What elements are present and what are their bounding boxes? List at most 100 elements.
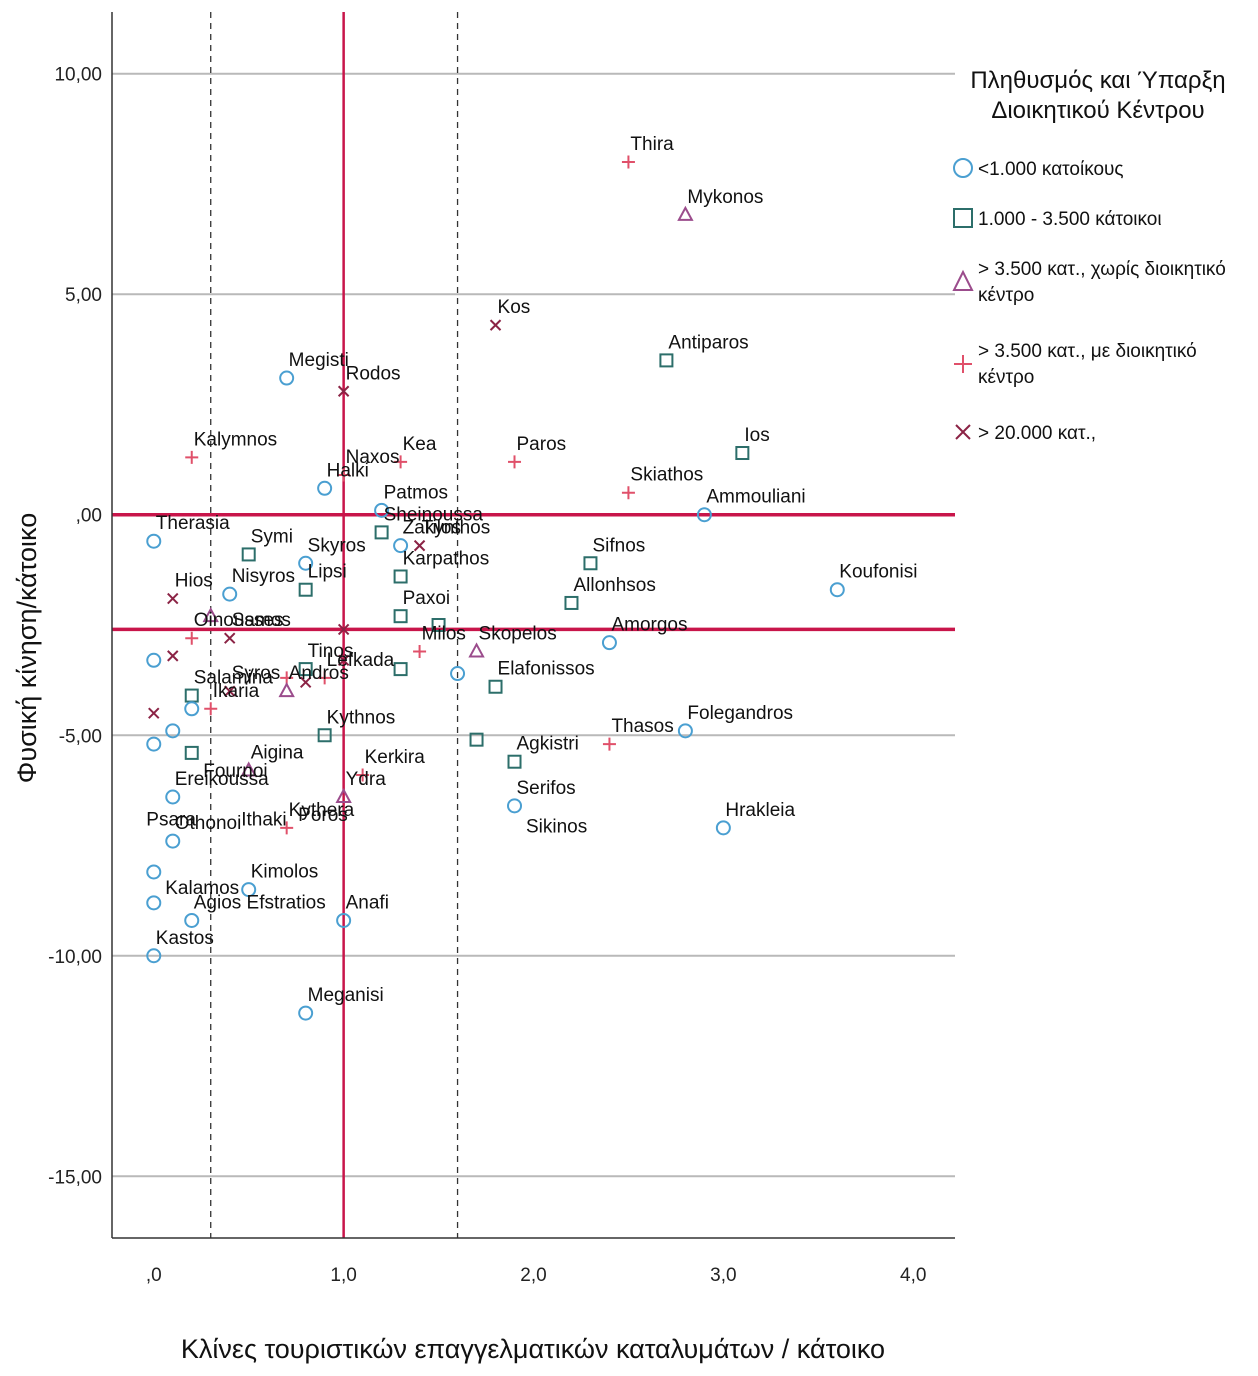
point-label: Milos <box>422 623 466 644</box>
x-tick-label: ,0 <box>146 1265 162 1286</box>
y-tick-label: -15,00 <box>48 1167 102 1188</box>
legend-marker-cross <box>955 424 971 440</box>
data-point-plus <box>508 455 522 469</box>
point-label: Antiparos <box>668 332 748 353</box>
point-label: Kalamos <box>165 878 239 899</box>
data-point-square <box>374 525 389 540</box>
data-point-circle <box>677 723 693 739</box>
y-tick-label: -10,00 <box>48 947 102 968</box>
data-point-circle <box>222 586 238 602</box>
data-point-square <box>659 353 674 368</box>
data-point-triangle <box>278 682 295 698</box>
point-label: Ithaki <box>241 810 286 831</box>
x-tick-label: 4,0 <box>900 1265 926 1286</box>
data-point-triangle <box>202 607 219 623</box>
data-point-square <box>184 745 199 760</box>
data-point-plus <box>280 821 294 835</box>
legend-entry-label: > 20.000 κατ., <box>978 423 1096 444</box>
point-label: Mykonos <box>687 187 763 208</box>
data-point-triangle <box>240 761 257 777</box>
legend-entry-label: κέντρο <box>978 367 1034 388</box>
data-point-square <box>393 609 408 624</box>
data-point-cross <box>337 385 350 397</box>
data-point-plus <box>621 155 635 169</box>
data-point-triangle <box>335 787 352 803</box>
point-label: Allonhsos <box>573 575 655 596</box>
data-point-plus <box>185 631 199 645</box>
data-point-square <box>564 595 579 610</box>
data-point-plus <box>394 455 408 469</box>
point-label: Elafonissos <box>498 659 595 680</box>
point-label: Patmos <box>384 482 448 503</box>
data-point-plus <box>621 486 635 500</box>
data-point-plus <box>185 450 199 464</box>
point-label: Kastos <box>156 928 214 949</box>
data-point-cross <box>337 623 350 636</box>
data-point-cross <box>148 707 160 719</box>
point-label: Tilos <box>422 518 461 539</box>
legend-marker-plus <box>954 355 972 373</box>
data-point-triangle <box>468 642 485 658</box>
data-point-square <box>298 582 313 597</box>
point-label: Ammouliani <box>706 487 805 508</box>
point-label: Meganisi <box>308 985 384 1006</box>
data-point-cross <box>224 685 236 697</box>
point-label: Salamina <box>194 668 274 689</box>
legend-entry-label: κέντρο <box>978 285 1034 306</box>
point-label: Skyros <box>308 535 366 556</box>
data-point-cross <box>337 654 350 666</box>
data-point-circle <box>393 538 409 554</box>
point-label: Syros <box>232 663 281 684</box>
data-point-cross <box>167 650 179 662</box>
point-label: Kerkira <box>365 747 426 768</box>
data-point-circle <box>146 948 162 964</box>
point-label: Hrakleia <box>725 800 795 821</box>
point-label: Naxos <box>346 447 400 468</box>
data-point-circle <box>184 912 200 928</box>
data-point-square <box>393 662 408 677</box>
data-point-circle <box>146 652 162 668</box>
legend-title-line: Διοικητικού Κέντρου <box>991 97 1204 124</box>
x-tick-label: 2,0 <box>520 1265 546 1286</box>
legend-entry-square: 1.000 - 3.500 κάτοικοι <box>953 208 1162 230</box>
point-label: Koufonisi <box>839 562 917 583</box>
legend-marker-circle <box>953 158 973 178</box>
data-point-circle <box>165 833 181 849</box>
data-point-square <box>241 547 256 562</box>
data-point-circle <box>146 533 162 549</box>
point-label: Andros <box>289 663 349 684</box>
data-point-circle <box>601 635 617 651</box>
point-label: Kythnos <box>327 707 396 728</box>
data-point-square <box>583 556 598 571</box>
legend-entry-plus: > 3.500 κατ., με διοικητικό κέντρο <box>954 341 1197 388</box>
point-label: Samos <box>232 610 291 631</box>
data-point-circle <box>715 820 731 836</box>
legend-marker-triangle <box>952 269 974 291</box>
data-point-circle <box>336 912 352 928</box>
data-point-plus <box>318 671 332 685</box>
data-point-circle <box>146 864 162 880</box>
y-axis-title: Φυσική κίνηση/κάτοικο <box>12 513 42 783</box>
point-label: Symi <box>251 526 293 547</box>
point-label: Oinousses <box>194 610 284 631</box>
point-label: Paros <box>517 434 567 455</box>
data-point-circle <box>279 370 295 386</box>
data-point-plus <box>413 644 427 658</box>
point-label: Zakynthos <box>403 518 491 539</box>
point-label: Kea <box>403 434 437 455</box>
data-point-square <box>507 754 522 769</box>
y-tick-label: ,00 <box>76 506 102 527</box>
data-point-circle <box>696 507 712 523</box>
point-label: Aigina <box>251 743 304 764</box>
data-point-cross <box>167 592 179 605</box>
point-label: Amorgos <box>611 615 687 636</box>
point-label: Halki <box>327 460 369 481</box>
point-label: Lefkada <box>327 650 395 671</box>
legend-entry-label: > 3.500 κατ., χωρίς διοικητικό <box>978 259 1226 280</box>
point-label: Thira <box>630 134 674 155</box>
data-point-circle <box>317 480 333 496</box>
legend-entry-label: 1.000 - 3.500 κάτοικοι <box>978 209 1162 230</box>
point-label: Sikinos <box>526 816 587 837</box>
data-point-plus <box>204 702 218 716</box>
